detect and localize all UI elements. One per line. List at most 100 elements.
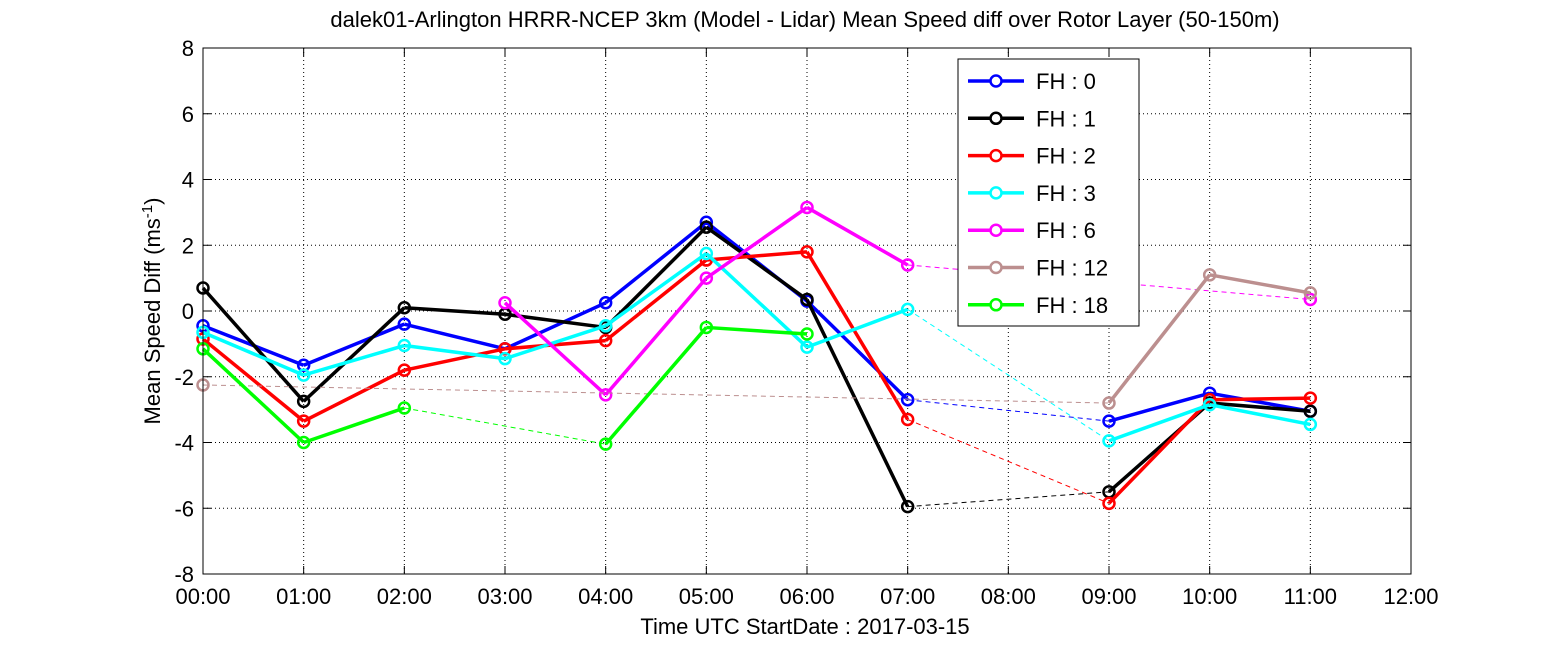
legend-marker (989, 74, 1003, 88)
data-point (296, 414, 311, 428)
data-point (397, 363, 412, 377)
legend-label: FH : 3 (1036, 181, 1096, 206)
legend-marker (989, 111, 1003, 126)
legend-label: FH : 12 (1036, 256, 1108, 281)
chart-title: dalek01-Arlington HRRR-NCEP 3km (Model -… (330, 7, 1279, 32)
series-segment (1108, 391, 1211, 423)
series-segment (604, 220, 708, 305)
y-tick-label: -8 (174, 562, 194, 587)
series-segment (504, 324, 607, 361)
series-segment (201, 347, 305, 444)
series-segment (705, 206, 809, 280)
series-segment (201, 286, 305, 403)
series-segment (201, 337, 305, 423)
series-segment (302, 306, 406, 403)
data-point (1303, 391, 1318, 405)
series-gap-segment (907, 419, 1110, 504)
legend-marker (989, 298, 1003, 312)
x-tick-label: 03:00 (477, 584, 532, 609)
y-tick-label: -4 (174, 431, 194, 456)
y-tick-labels: -8 -6 -4 -2 0 2 4 6 8 (174, 36, 194, 587)
data-point (498, 296, 512, 310)
series-segment (1108, 403, 1211, 443)
y-tick-label: 6 (182, 102, 194, 127)
x-tick-label: 12:00 (1383, 584, 1438, 609)
y-axis-label-end: ) (140, 198, 165, 205)
series-segment (706, 325, 808, 336)
data-point (498, 351, 512, 366)
legend-marker (989, 260, 1003, 275)
series-3 (196, 246, 1318, 448)
data-point (1102, 496, 1116, 511)
y-axis-label-main: Mean Speed Diff (ms (140, 218, 165, 424)
series-segment (1209, 401, 1311, 414)
x-tick-label: 04:00 (578, 584, 633, 609)
series-segment (805, 298, 910, 508)
series-segment (1107, 273, 1212, 405)
x-tick-label: 05:00 (679, 584, 734, 609)
series-segment (604, 258, 708, 342)
series-segment (303, 322, 405, 367)
y-axis-label-sup: -1 (139, 205, 156, 218)
y-axis-label: Mean Speed Diff (ms-1) (139, 198, 166, 425)
data-point (900, 412, 915, 427)
series-segment (604, 252, 708, 328)
data-point (397, 401, 412, 415)
series-segment (403, 322, 506, 351)
data-point (800, 292, 814, 307)
series-segment (404, 343, 506, 361)
x-tick-label: 06:00 (779, 584, 834, 609)
series-segment (1107, 398, 1211, 505)
series-segment (302, 368, 406, 423)
data-point (699, 246, 714, 261)
series-segment (504, 338, 606, 351)
legend-marker (989, 186, 1003, 200)
x-axis-label: Time UTC StartDate : 2017-03-15 (640, 614, 969, 639)
data-point (598, 333, 613, 348)
data-point (699, 320, 714, 335)
data-point (598, 437, 613, 451)
legend-label: FH : 6 (1036, 218, 1096, 243)
data-point (296, 435, 311, 450)
legend-label: FH : 1 (1036, 106, 1096, 131)
legend-label: FH : 2 (1036, 144, 1096, 169)
x-tick-labels: 00:00 01:00 02:00 03:00 04:00 05:00 06:00 07:00… (175, 584, 1438, 609)
series-segment (604, 326, 708, 446)
legend-marker (989, 223, 1003, 237)
legend-marker (989, 148, 1003, 163)
x-tick-label: 01:00 (276, 584, 331, 609)
data-point (800, 245, 814, 259)
y-tick-label: 0 (182, 299, 194, 324)
data-point (900, 499, 915, 514)
series-gap-segment (907, 308, 1110, 442)
data-point (397, 317, 412, 331)
data-point (900, 393, 915, 407)
x-tick-label: 11:00 (1284, 584, 1337, 609)
series-segment (806, 205, 909, 267)
data-point (900, 258, 915, 272)
data-point (1202, 268, 1217, 282)
data-point (296, 394, 311, 409)
data-point (598, 296, 613, 310)
series-layer (196, 200, 1318, 514)
series-segment (705, 225, 809, 301)
data-point (800, 327, 814, 341)
series-5 (196, 268, 1318, 410)
series-segment (404, 305, 506, 317)
y-tick-label: -6 (174, 496, 194, 521)
series-segment (604, 225, 708, 329)
y-tick-label: -2 (174, 365, 194, 390)
series-gap-segment (202, 384, 1110, 404)
series-segment (706, 250, 808, 262)
series-segment (1209, 273, 1311, 295)
data-point (1303, 417, 1318, 432)
data-point (598, 319, 613, 333)
series-segment (1209, 396, 1311, 402)
series-segment (202, 330, 305, 377)
legend: FH : 0 FH : 1 FH : 2 FH : 3 FH : 6 FH : 12 FH … (957, 58, 1140, 327)
data-point (397, 300, 412, 315)
x-tick-label: 07:00 (880, 584, 935, 609)
series-segment (504, 301, 607, 351)
grid (203, 48, 1411, 574)
data-point (699, 271, 714, 285)
